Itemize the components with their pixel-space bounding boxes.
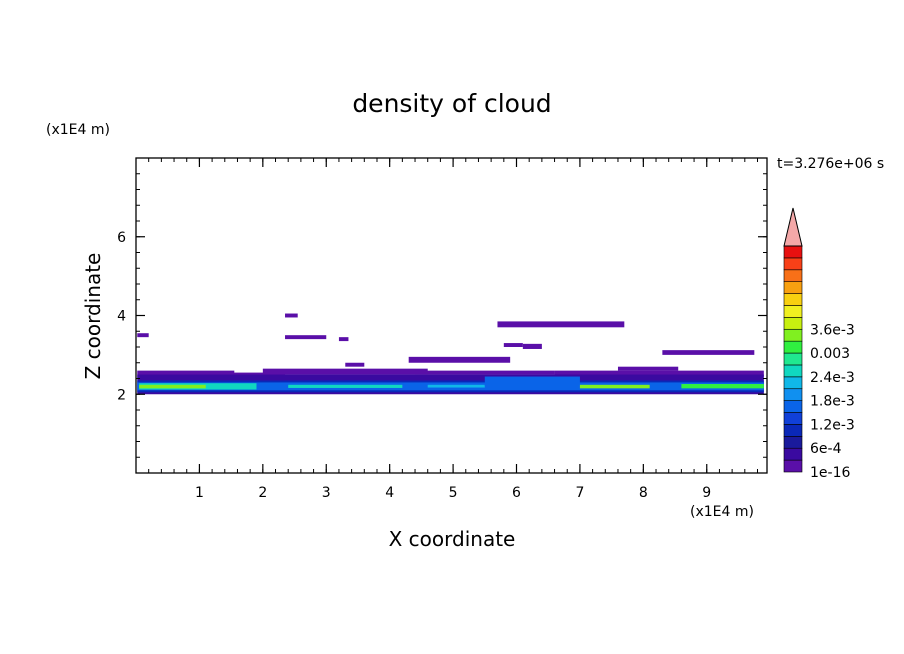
colorbar-level [783, 317, 803, 330]
contour-patch [285, 335, 327, 340]
contour-patch [408, 356, 511, 363]
colorbar-level [783, 269, 803, 282]
contour-patch [338, 337, 349, 342]
x-unit-label: (x1E4 m) [690, 504, 754, 520]
x-tick-label: 9 [702, 485, 711, 501]
contour-patch [662, 350, 755, 355]
colorbar-tick-label: 6e-4 [810, 441, 842, 457]
contour-patch [345, 362, 365, 367]
y-tick-label: 4 [117, 309, 126, 325]
colorbar-level [783, 436, 803, 449]
colorbar-level [783, 424, 803, 437]
x-tick-label: 8 [639, 485, 648, 501]
colorbar-level [783, 340, 803, 354]
y-tick-label: 6 [117, 230, 126, 246]
colorbar-level [783, 388, 803, 401]
x-tick-label: 6 [512, 485, 521, 501]
colorbar-level [783, 376, 803, 390]
colorbar-level [783, 257, 803, 271]
x-tick-label: 4 [385, 485, 394, 501]
y-tick-label: 2 [117, 387, 126, 403]
y-unit-label: (x1E4 m) [46, 122, 110, 138]
contour-patch [262, 368, 428, 375]
contour-patch [139, 384, 206, 389]
density-field [137, 313, 764, 395]
contour-patch [503, 343, 523, 347]
x-tick-label: 1 [195, 485, 204, 501]
colorbar-tick-label: 2.4e-3 [810, 370, 855, 386]
contour-patch [617, 366, 679, 371]
contour-patch [522, 343, 542, 349]
contour-patch [497, 321, 625, 328]
contour-patch [137, 333, 149, 338]
axis-ticks: 1 2 3 4 5 6 7 8 9 2 4 6 [117, 158, 767, 501]
colorbar-tick-label: 1.2e-3 [810, 417, 855, 433]
colorbar-tick-label: 1.8e-3 [810, 394, 855, 410]
x-tick-label: 5 [449, 485, 458, 501]
colorbar-level [783, 293, 803, 306]
time-label: t=3.276e+06 s [777, 156, 884, 172]
colorbar-level [783, 281, 803, 294]
contour-patch [681, 384, 764, 389]
colorbar-level [783, 328, 803, 342]
x-tick-label: 7 [575, 485, 584, 501]
x-tick-label: 2 [258, 485, 267, 501]
colorbar-level [783, 364, 803, 378]
contour-patch [579, 384, 650, 389]
y-axis-label: Z coordinate [81, 253, 105, 380]
contour-patch [427, 384, 485, 388]
contour-patch [554, 370, 764, 377]
colorbar: 1e-16 6e-4 1.2e-3 1.8e-3 2.4e-3 0.003 3.6e-3 [783, 207, 855, 481]
colorbar-overflow-triangle [783, 207, 803, 247]
colorbar-level [783, 459, 803, 473]
contour-patch [484, 376, 580, 387]
colorbar-level [783, 352, 803, 366]
contour-patch [285, 313, 298, 318]
colorbar-tick-label: 1e-16 [810, 465, 850, 481]
contour-patch [288, 384, 403, 388]
contour-patch [415, 370, 555, 375]
colorbar-level [783, 245, 803, 259]
x-tick-label: 3 [322, 485, 331, 501]
chart-title: density of cloud [352, 89, 551, 118]
colorbar-level [783, 447, 803, 461]
colorbar-level [783, 305, 803, 318]
colorbar-tick-label: 0.003 [810, 346, 850, 362]
colorbar-tick-label: 3.6e-3 [810, 322, 855, 338]
colorbar-level [783, 400, 803, 413]
colorbar-level [783, 412, 803, 425]
x-axis-label: X coordinate [389, 527, 516, 551]
